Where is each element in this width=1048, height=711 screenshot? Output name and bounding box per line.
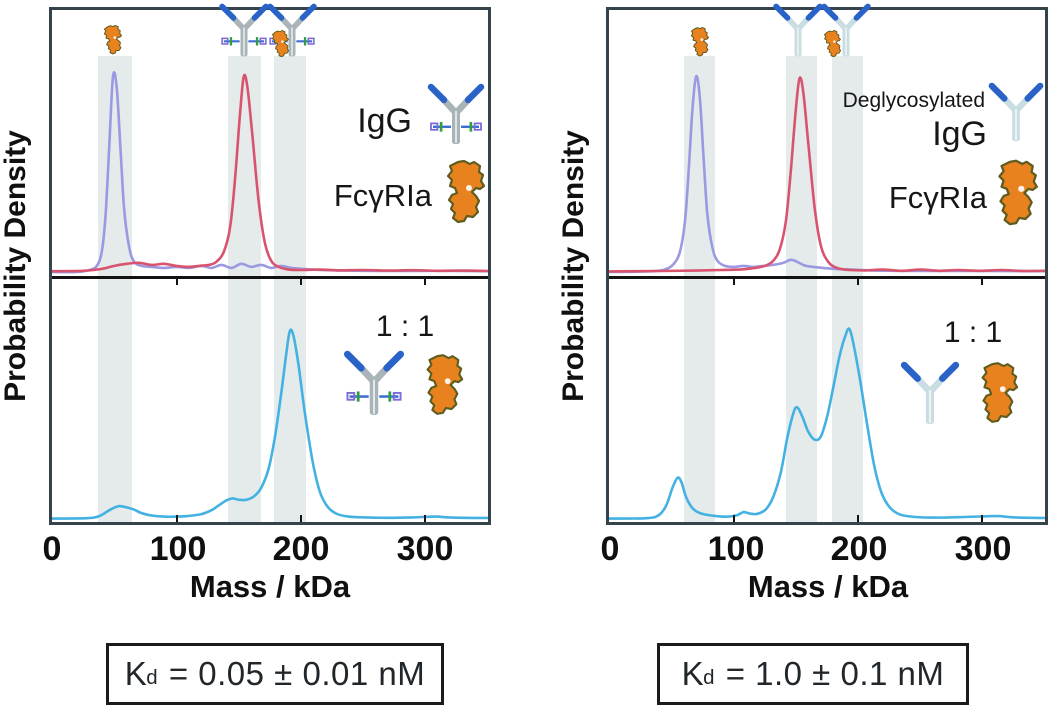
subplot-right-top-traces bbox=[608, 74, 1046, 274]
kd-symbol: K bbox=[124, 655, 148, 692]
y-axis-title-right: Probability Density bbox=[557, 130, 590, 402]
shaded-mass-band bbox=[273, 56, 307, 522]
subplot-divider-axis bbox=[609, 276, 1045, 279]
shaded-mass-band bbox=[98, 56, 132, 522]
subplot-left-top-traces bbox=[51, 71, 489, 274]
subplot-right-bottom-trace bbox=[608, 327, 1046, 520]
shaded-mass-band bbox=[785, 56, 817, 522]
kd-subscript: d bbox=[146, 665, 159, 689]
x-axis-title-left: Mass / kDa bbox=[189, 569, 351, 604]
shaded-mass-band bbox=[832, 56, 864, 522]
axis-tick bbox=[733, 279, 735, 285]
axis-tick bbox=[981, 279, 983, 285]
legend-ratio-label: 1 : 1 bbox=[943, 316, 1003, 349]
legend-igg-label: IgG bbox=[932, 115, 987, 153]
legend-receptor-label: FcγRIa bbox=[333, 178, 432, 213]
axis-tick bbox=[300, 515, 302, 522]
kd-symbol: K bbox=[681, 655, 705, 692]
legend-receptor-label: FcγRIa bbox=[888, 180, 987, 215]
axis-tick bbox=[981, 515, 983, 522]
plot-panel-left: IgG FcγRIa 1 : 1 bbox=[49, 7, 491, 525]
x-tick-label: 200 bbox=[272, 530, 330, 568]
x-axis-title-right: Mass / kDa bbox=[747, 569, 909, 604]
legend-deglycosylated-label: Deglycosylated bbox=[842, 89, 985, 112]
plot-panel-right: Deglycosylated IgG FcγRIa 1 : 1 bbox=[606, 7, 1048, 525]
shaded-mass-bands-left bbox=[52, 56, 488, 522]
axis-tick bbox=[176, 279, 178, 285]
legend-ratio-label: 1 : 1 bbox=[375, 310, 435, 343]
shaded-mass-band bbox=[683, 56, 715, 522]
x-tick-label: 0 bbox=[42, 530, 62, 568]
axis-tick bbox=[300, 279, 302, 285]
x-tick-label: 300 bbox=[396, 530, 454, 568]
subplot-divider-axis bbox=[52, 276, 488, 279]
x-tick-label: 200 bbox=[830, 530, 888, 568]
fcr-receptor-icon bbox=[436, 156, 488, 233]
kd-subscript: d bbox=[703, 665, 716, 689]
x-tick-label: 100 bbox=[707, 530, 765, 568]
axis-tick bbox=[857, 279, 859, 285]
axis-tick bbox=[424, 279, 426, 285]
x-tick-label: 100 bbox=[149, 530, 207, 568]
axis-tick bbox=[176, 515, 178, 522]
fcr-receptor-icon bbox=[971, 358, 1021, 433]
shaded-mass-bands-right bbox=[609, 56, 1045, 522]
y-axis-title-left: Probability Density bbox=[0, 130, 32, 402]
fcr-receptor-icon bbox=[987, 156, 1041, 235]
axis-tick bbox=[424, 515, 426, 522]
shaded-mass-band bbox=[227, 56, 262, 522]
axis-tick bbox=[733, 515, 735, 522]
axis-tick bbox=[857, 515, 859, 522]
subplot-left-bottom-trace bbox=[51, 328, 489, 520]
deglycosylated-igg-antibody-icon bbox=[985, 78, 1047, 153]
fcr-receptor-icon bbox=[416, 350, 466, 425]
kd-value: = 0.05 ± 0.01 nM bbox=[168, 655, 426, 692]
deglycosylated-igg-antibody-icon bbox=[897, 358, 963, 435]
x-tick-label: 300 bbox=[954, 530, 1012, 568]
kd-value: = 1.0 ± 0.1 nM bbox=[725, 655, 945, 692]
legend-igg-label: IgG bbox=[357, 102, 412, 140]
x-tick-label: 0 bbox=[600, 530, 620, 568]
igg-antibody-icon bbox=[340, 346, 408, 427]
igg-antibody-icon bbox=[424, 80, 488, 155]
